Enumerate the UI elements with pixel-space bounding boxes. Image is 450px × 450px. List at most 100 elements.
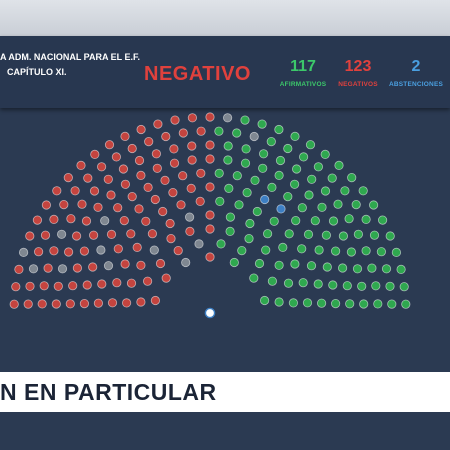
seat	[369, 230, 380, 240]
seat	[254, 258, 265, 269]
seat	[298, 152, 309, 162]
seat	[347, 173, 357, 183]
seat	[93, 202, 103, 212]
seat	[266, 136, 276, 147]
motion-title-line-1: A ADM. NACIONAL PARA EL E.F.	[0, 52, 141, 62]
seat	[396, 264, 406, 274]
seat	[76, 160, 86, 171]
seat	[106, 229, 117, 240]
seat	[245, 218, 255, 229]
seat	[346, 247, 356, 257]
seat	[322, 262, 332, 272]
seat	[63, 173, 73, 183]
seat	[327, 173, 337, 183]
seat	[313, 162, 323, 172]
seat	[361, 214, 371, 225]
abstenciones-label: ABSTENCIONES	[388, 81, 444, 88]
seat	[57, 264, 68, 274]
motion-title: A ADM. NACIONAL PARA EL E.F. CAPÍTULO XI…	[0, 50, 140, 80]
seat	[126, 229, 136, 239]
negativos-label: NEGATIVOS	[338, 81, 378, 88]
seat	[274, 297, 284, 307]
seat	[240, 115, 250, 125]
seat	[361, 246, 371, 256]
seat	[302, 298, 313, 308]
seat	[260, 194, 270, 205]
seat	[333, 199, 343, 209]
seat	[176, 200, 186, 210]
seat	[178, 128, 188, 138]
seat	[118, 164, 129, 174]
seat	[187, 113, 197, 123]
seat	[261, 245, 271, 255]
seat	[127, 192, 137, 202]
seat	[132, 242, 142, 252]
seat	[136, 260, 146, 270]
seat	[314, 245, 324, 255]
seat	[166, 234, 176, 244]
seat	[283, 192, 293, 202]
seat	[113, 244, 123, 254]
seat	[358, 186, 368, 196]
seat	[147, 229, 157, 239]
seat	[178, 171, 188, 181]
vote-result-header: A ADM. NACIONAL PARA EL E.F. CAPÍTULO XI…	[0, 36, 450, 108]
seat	[120, 131, 130, 142]
seat	[401, 299, 411, 309]
seat	[25, 281, 35, 291]
seat	[150, 295, 160, 306]
seat	[259, 295, 270, 306]
seat	[291, 216, 301, 226]
seat	[250, 175, 260, 186]
seat	[258, 163, 268, 173]
seat	[352, 264, 363, 274]
afirmativos-count: 117 AFIRMATIVOS	[273, 58, 333, 88]
seat	[136, 124, 146, 135]
negativos-number: 123	[344, 58, 372, 75]
seat	[72, 231, 82, 241]
seat	[284, 229, 294, 239]
seat	[373, 299, 383, 309]
seat	[11, 282, 21, 292]
seat	[59, 200, 69, 210]
seat	[119, 216, 129, 226]
motion-title-line-2: CAPÍTULO XI.	[7, 67, 67, 77]
seat	[49, 214, 59, 225]
seat	[170, 115, 180, 125]
seat	[100, 216, 110, 226]
seat	[224, 183, 234, 194]
seat	[90, 149, 100, 160]
seat	[320, 149, 330, 160]
seat	[19, 247, 29, 257]
seat	[225, 212, 235, 222]
seat	[297, 244, 307, 254]
seat	[104, 140, 115, 150]
seat	[122, 298, 132, 308]
seat	[387, 299, 397, 309]
seat	[205, 140, 215, 150]
seat	[33, 247, 44, 257]
seat	[258, 149, 269, 159]
seat	[298, 278, 308, 288]
seat	[88, 262, 98, 272]
seat	[291, 164, 302, 174]
seat	[257, 119, 267, 129]
seat	[152, 163, 162, 173]
seat	[37, 299, 47, 309]
seat	[52, 186, 62, 196]
seat	[267, 182, 277, 193]
seat	[205, 154, 215, 164]
seat	[134, 155, 145, 166]
seat	[9, 299, 19, 309]
seat	[269, 216, 279, 226]
seat	[385, 231, 395, 241]
seat	[185, 226, 195, 237]
seat	[223, 141, 233, 151]
seat	[194, 239, 204, 249]
seat	[359, 299, 369, 309]
seat	[161, 131, 171, 142]
seat	[141, 216, 151, 226]
seat	[158, 206, 168, 217]
lower-caption-text: N EN PARTICULAR	[0, 379, 217, 405]
seat	[144, 136, 154, 147]
